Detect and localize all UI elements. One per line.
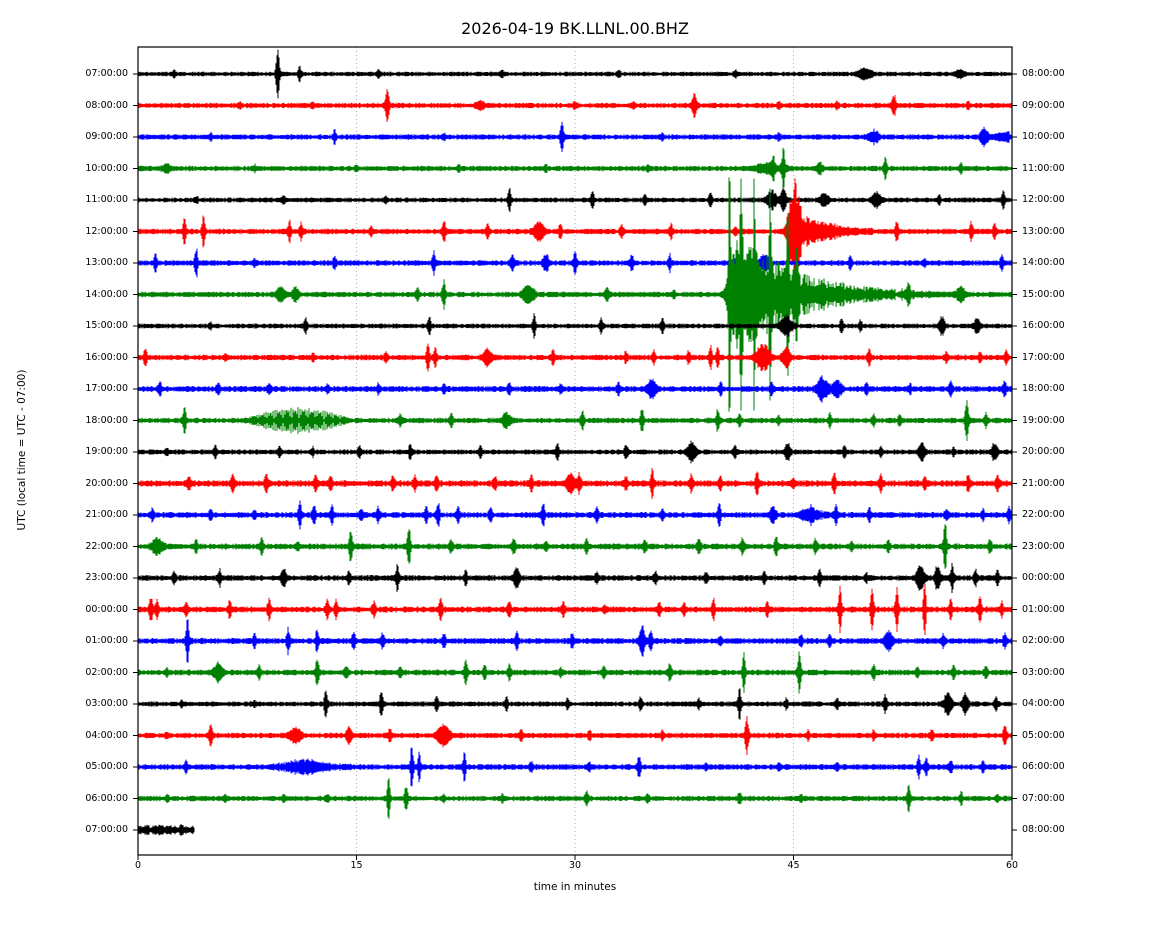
right-time-label: 19:00:00 [1022,414,1065,426]
right-time-label: 08:00:00 [1022,68,1065,79]
right-time-label: 00:00:00 [1022,572,1065,583]
x-tick-label: 0 [134,860,142,871]
left-time-label: 01:00:00 [85,635,128,646]
left-time-label: 17:00:00 [85,383,128,394]
left-time-label: 16:00:00 [85,351,128,363]
left-time-label: 05:00:00 [85,761,128,772]
right-time-label: 18:00:00 [1022,383,1065,394]
right-time-label: 14:00:00 [1022,257,1065,268]
right-time-label: 09:00:00 [1022,99,1065,111]
right-time-label: 06:00:00 [1022,761,1065,772]
x-tick-label: 60 [1005,860,1019,871]
left-time-label: 07:00:00 [85,824,128,835]
right-time-label: 22:00:00 [1022,509,1065,520]
left-time-label: 23:00:00 [85,572,128,583]
left-time-label: 11:00:00 [85,194,128,205]
x-axis-label: time in minutes [533,881,617,893]
x-tick-label: 45 [787,860,800,871]
right-time-label: 15:00:00 [1022,288,1065,300]
left-time-label: 09:00:00 [85,131,128,142]
x-tick-label: 30 [568,860,582,871]
right-time-label: 11:00:00 [1022,162,1065,174]
left-time-label: 22:00:00 [85,540,128,552]
right-time-label: 07:00:00 [1022,792,1065,804]
right-time-label: 13:00:00 [1022,225,1065,237]
right-time-label: 12:00:00 [1022,194,1065,205]
left-time-label: 07:00:00 [85,68,128,79]
left-time-label: 21:00:00 [85,509,128,520]
right-time-label: 23:00:00 [1022,540,1065,552]
chart-title: 2026-04-19 BK.LLNL.00.BHZ [461,19,689,38]
left-time-label: 15:00:00 [85,320,128,331]
right-time-label: 17:00:00 [1022,351,1065,363]
left-time-label: 10:00:00 [85,162,128,174]
left-time-label: 08:00:00 [85,99,128,111]
left-time-label: 13:00:00 [85,257,128,268]
right-time-label: 10:00:00 [1022,131,1065,142]
left-time-label: 20:00:00 [85,477,128,489]
left-time-label: 04:00:00 [85,729,128,741]
right-time-label: 08:00:00 [1022,824,1065,835]
right-time-label: 20:00:00 [1022,446,1065,457]
right-time-label: 04:00:00 [1022,698,1065,709]
right-time-label: 16:00:00 [1022,320,1065,331]
right-time-label: 01:00:00 [1022,603,1065,615]
left-time-label: 06:00:00 [85,792,128,804]
left-time-label: 19:00:00 [85,446,128,457]
left-time-label: 02:00:00 [85,666,128,678]
right-time-label: 21:00:00 [1022,477,1065,489]
left-time-label: 18:00:00 [85,414,128,426]
right-time-label: 02:00:00 [1022,635,1065,646]
left-time-label: 12:00:00 [85,225,128,237]
right-time-label: 05:00:00 [1022,729,1065,741]
left-time-label: 00:00:00 [85,603,128,615]
left-time-label: 03:00:00 [85,698,128,709]
left-time-label: 14:00:00 [85,288,128,300]
x-tick-label: 15 [350,860,363,871]
right-time-label: 03:00:00 [1022,666,1065,678]
